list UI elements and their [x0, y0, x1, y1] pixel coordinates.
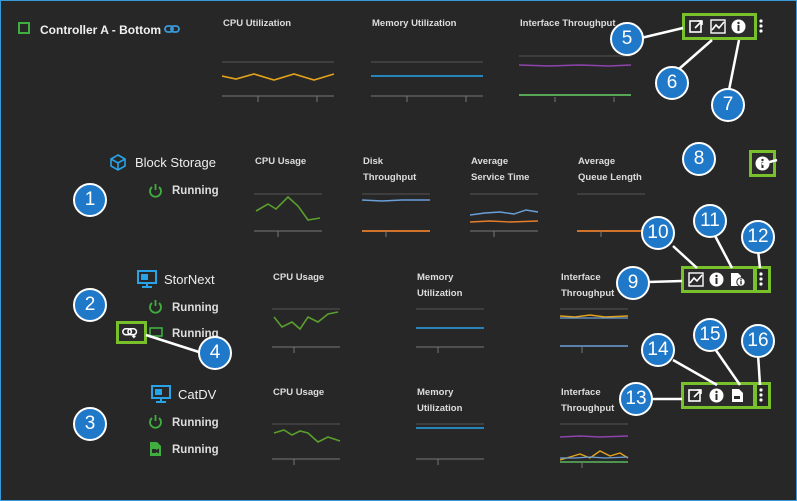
disk-throughput-sparkline	[362, 193, 430, 237]
callout-5: 5	[610, 22, 644, 56]
kebab-menu-highlight	[753, 266, 771, 293]
kebab-menu-icon[interactable]	[759, 19, 763, 38]
chart-line-icon[interactable]	[709, 18, 726, 35]
monitor-icon	[137, 270, 157, 293]
callout-12: 12	[741, 220, 775, 254]
callout-8: 8	[682, 142, 716, 176]
info-icon[interactable]	[708, 387, 725, 404]
block-storage-title: Block Storage	[135, 155, 216, 170]
callout-11: 11	[693, 204, 727, 238]
catdv-status-file: Running	[172, 444, 219, 456]
callout-13: 13	[619, 382, 653, 416]
block-storage-toolbar	[749, 150, 776, 177]
chart-label-service-time: Service Time	[471, 172, 530, 183]
chart-label-interface: Interface	[561, 272, 601, 283]
callout-7: 7	[711, 88, 745, 122]
catdv-toolbar	[681, 382, 757, 409]
monitor-icon	[151, 385, 171, 408]
kebab-menu-highlight	[753, 382, 771, 409]
chart-label-average: Average	[578, 156, 616, 167]
stornext-link-toolbar	[116, 321, 147, 344]
display-status-icon	[149, 326, 163, 344]
file-video-icon	[149, 441, 162, 462]
catdv-title: CatDV	[178, 387, 217, 402]
chart-label-cpu-usage: CPU Usage	[273, 272, 325, 283]
controller-checkbox[interactable]	[18, 22, 30, 34]
callout-10: 10	[641, 216, 675, 250]
chart-label-throughput: Throughput	[561, 288, 615, 299]
stornext-status-service: Running	[172, 302, 219, 314]
chart-label-queue-length: Queue Length	[578, 172, 642, 183]
catdv-status-service: Running	[172, 417, 219, 429]
cpu-utilization-sparkline	[222, 61, 335, 102]
chart-label-disk: Disk	[363, 156, 384, 167]
open-external-icon[interactable]	[688, 18, 705, 35]
controller-toolbar	[682, 13, 757, 40]
interface-throughput-sparkline	[519, 55, 632, 102]
link-icon[interactable]	[164, 22, 180, 41]
callout-3: 3	[73, 407, 107, 441]
callout-4: 4	[198, 336, 232, 370]
kebab-menu-icon[interactable]	[759, 388, 763, 407]
interface-throughput-sparkline	[560, 308, 629, 353]
average-queue-length-sparkline	[577, 193, 645, 237]
callout-15: 15	[693, 318, 727, 352]
info-icon[interactable]	[754, 155, 771, 172]
callout-2: 2	[73, 288, 107, 322]
chart-label-utilization: Utilization	[417, 288, 463, 299]
power-icon	[148, 183, 163, 203]
memory-utilization-sparkline	[371, 61, 483, 102]
chart-label-memory: Memory	[417, 272, 454, 283]
stornext-title: StorNext	[164, 272, 215, 287]
chart-label-throughput: Throughput	[561, 403, 615, 414]
callout-6: 6	[655, 66, 689, 100]
chart-label-cpu-usage: CPU Usage	[273, 387, 325, 398]
stornext-toolbar	[681, 266, 757, 293]
cpu-usage-sparkline	[272, 308, 340, 353]
chart-label-interface: Interface	[561, 387, 601, 398]
info-icon[interactable]	[708, 271, 725, 288]
chart-label-memory: Memory	[417, 387, 454, 398]
cube-icon	[110, 154, 126, 176]
cpu-usage-sparkline	[272, 423, 341, 465]
open-external-icon[interactable]	[687, 387, 704, 404]
chart-label-cpu-utilization: CPU Utilization	[223, 18, 292, 29]
file-icon[interactable]	[729, 387, 746, 404]
chart-label-average: Average	[471, 156, 509, 167]
chart-line-icon[interactable]	[687, 271, 704, 288]
callout-14: 14	[641, 333, 675, 367]
chart-label-throughput: Throughput	[363, 172, 417, 183]
memory-utilization-sparkline	[416, 423, 484, 465]
chart-label-interface-throughput: Interface Throughput	[520, 18, 616, 29]
file-info-icon[interactable]	[729, 271, 746, 288]
cpu-usage-sparkline	[254, 193, 322, 237]
block-storage-status: Running	[172, 185, 219, 197]
memory-utilization-sparkline	[416, 308, 484, 353]
callout-1: 1	[73, 183, 107, 217]
chart-label-cpu-usage: CPU Usage	[255, 156, 307, 167]
callout-9: 9	[616, 266, 650, 300]
link-add-icon[interactable]	[122, 324, 139, 341]
interface-throughput-sparkline	[560, 423, 629, 468]
chart-label-memory-utilization: Memory Utilization	[372, 18, 457, 29]
power-icon	[148, 299, 163, 319]
kebab-menu-icon[interactable]	[759, 272, 763, 291]
controller-title: Controller A - Bottom	[40, 23, 162, 37]
info-icon[interactable]	[730, 18, 747, 35]
chart-label-utilization: Utilization	[417, 403, 463, 414]
callout-16: 16	[741, 324, 775, 358]
power-icon	[148, 414, 163, 434]
average-service-time-sparkline	[470, 193, 539, 237]
